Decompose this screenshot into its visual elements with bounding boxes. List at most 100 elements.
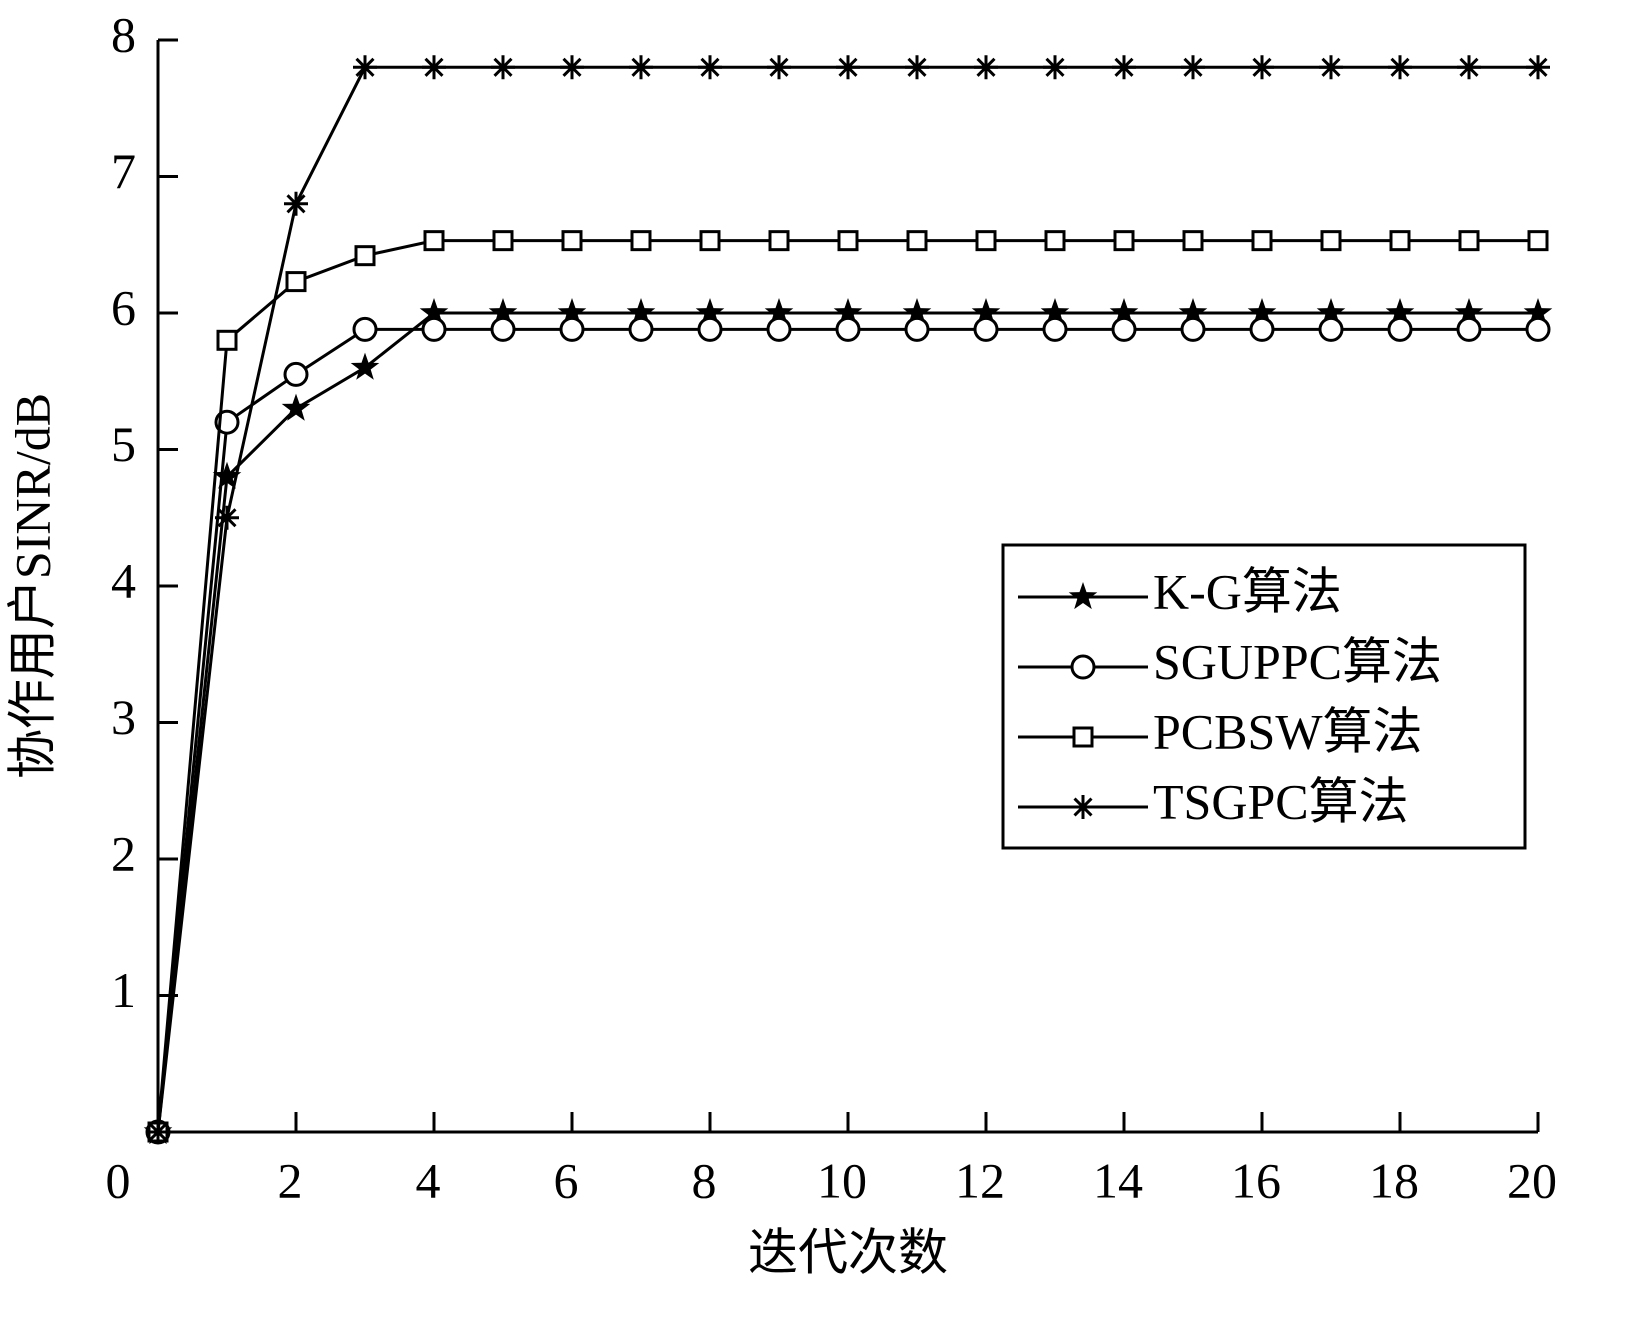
marker [1456,316,1482,342]
marker [1182,230,1204,252]
marker [833,298,863,326]
y-tick-label: 2 [111,825,136,881]
marker [836,55,860,80]
marker [1178,298,1208,326]
marker [1457,55,1481,80]
marker [215,505,239,530]
legend-label: PCBSW算法 [1153,703,1423,759]
marker [1070,654,1096,680]
marker [767,55,791,80]
marker [491,55,515,80]
marker [560,55,584,80]
marker [973,316,999,342]
marker [974,55,998,80]
marker [1527,230,1549,252]
y-tick-label: 5 [111,416,136,472]
marker [1389,230,1411,252]
marker [1526,55,1550,80]
marker [354,245,376,267]
marker [423,230,445,252]
y-axis-label: 协作用户SINR/dB [4,393,60,779]
marker [1458,230,1480,252]
marker [1316,298,1346,326]
marker [492,230,514,252]
marker [906,230,928,252]
marker [1072,726,1094,748]
marker [629,55,653,80]
marker [1250,55,1274,80]
marker [1181,55,1205,80]
marker [1042,316,1068,342]
marker [1247,298,1277,326]
marker [212,461,242,489]
marker [904,316,930,342]
marker [626,298,656,326]
marker [1180,316,1206,342]
marker [1109,298,1139,326]
marker [422,55,446,80]
x-tick-label: 8 [692,1152,717,1208]
marker [353,55,377,80]
y-tick-label: 8 [111,6,136,62]
marker [766,316,792,342]
marker [1071,795,1095,819]
x-axis-label: 迭代次数 [748,1224,948,1280]
marker [1043,55,1067,80]
marker [1044,230,1066,252]
marker [350,352,380,380]
marker [1111,316,1137,342]
marker [1112,55,1136,80]
marker [559,316,585,342]
marker [1318,316,1344,342]
x-tick-label: 12 [955,1152,1005,1208]
legend-label: SGUPPC算法 [1153,633,1442,689]
x-tick-label: 0 [106,1152,131,1208]
marker [490,316,516,342]
x-tick-label: 16 [1231,1152,1281,1208]
x-tick-label: 18 [1369,1152,1419,1208]
marker [283,361,309,387]
marker [697,316,723,342]
marker [1385,298,1415,326]
marker [1454,298,1484,326]
marker [768,230,790,252]
x-tick-label: 4 [416,1152,441,1208]
marker [421,316,447,342]
marker [1113,230,1135,252]
marker [352,316,378,342]
marker [835,316,861,342]
marker [557,298,587,326]
marker [1319,55,1343,80]
legend: K-G算法 SGUPPC算法 PCBSW算法 TSGPC算法 [1001,543,1527,850]
marker [488,298,518,326]
marker [216,329,238,351]
legend-label: TSGPC算法 [1153,773,1409,829]
y-tick-label: 6 [111,279,136,335]
marker [902,298,932,326]
marker [1525,316,1551,342]
x-tick-label: 10 [817,1152,867,1208]
x-tick-label: 6 [554,1152,579,1208]
legend-label: K-G算法 [1153,563,1342,619]
marker [419,298,449,326]
marker [1068,582,1098,610]
y-tick-label: 3 [111,689,136,745]
x-tick-label: 14 [1093,1152,1143,1208]
marker [1040,298,1070,326]
marker [1320,230,1342,252]
y-tick-label: 7 [111,143,136,199]
marker [975,230,997,252]
marker [285,271,307,293]
y-tick-label: 1 [111,962,136,1018]
marker [764,298,794,326]
x-tick-label: 20 [1507,1152,1557,1208]
marker [284,191,308,216]
marker [1387,316,1413,342]
marker [628,316,654,342]
marker [905,55,929,80]
marker [1523,298,1553,326]
marker [1388,55,1412,80]
y-tick-label: 4 [111,552,136,608]
marker [695,298,725,326]
